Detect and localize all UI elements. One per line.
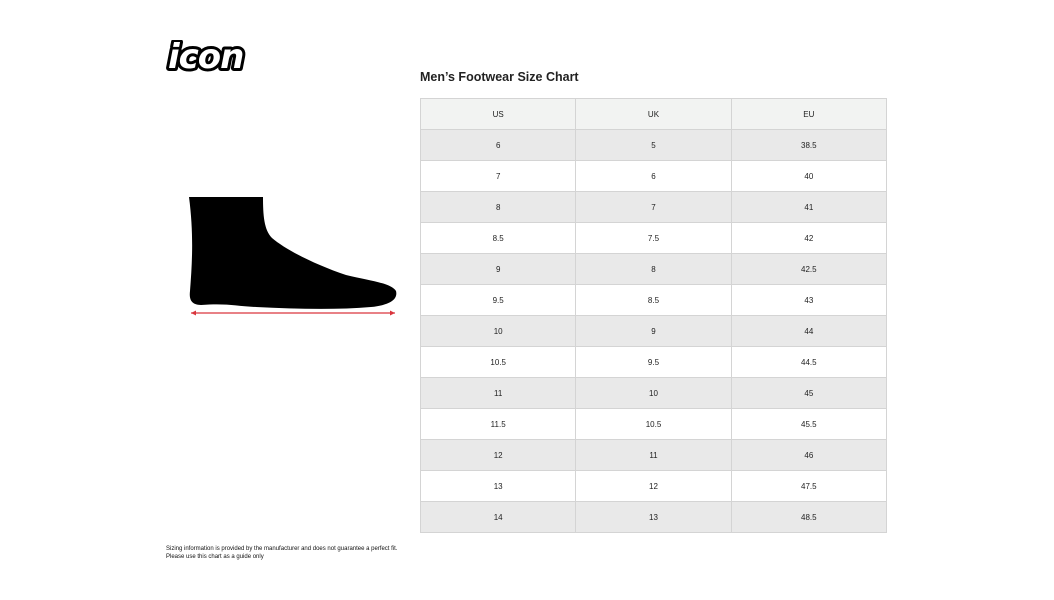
table-header-row: US UK EU [419,98,888,130]
cell-eu: 38.5 [730,129,888,161]
table-row: 11.5 10.5 45.5 [419,408,888,440]
cell-us: 9 [419,253,577,285]
cell-uk: 11 [575,439,732,471]
header-us: US [419,98,577,130]
svg-text:icon: icon [168,40,243,74]
cell-uk: 13 [575,501,732,533]
icon-logo: icon [166,40,247,74]
cell-uk: 9 [575,315,732,347]
cell-us: 8.5 [419,222,577,254]
foot-silhouette [189,197,397,309]
cell-us: 7 [419,160,577,192]
header-eu: EU [730,98,888,130]
cell-us: 14 [419,501,577,533]
cell-eu: 46 [730,439,888,471]
cell-eu: 44.5 [730,346,888,378]
table-row: 9.5 8.5 43 [419,284,888,316]
cell-uk: 7.5 [575,222,732,254]
cell-us: 11 [419,377,577,409]
cell-uk: 12 [575,470,732,502]
table-row: 8 7 41 [419,191,888,223]
cell-uk: 6 [575,160,732,192]
table-row: 9 8 42.5 [419,253,888,285]
cell-us: 8 [419,191,577,223]
cell-uk: 10 [575,377,732,409]
table-row: 7 6 40 [419,160,888,192]
cell-eu: 42.5 [730,253,888,285]
disclaimer-line-2: Please use this chart as a guide only [166,554,264,560]
cell-uk: 10.5 [575,408,732,440]
cell-eu: 45 [730,377,888,409]
cell-eu: 44 [730,315,888,347]
cell-eu: 42 [730,222,888,254]
cell-uk: 9.5 [575,346,732,378]
cell-us: 13 [419,470,577,502]
foot-measurement-illustration [189,197,397,316]
cell-us: 10.5 [419,346,577,378]
header-uk: UK [575,98,732,130]
cell-eu: 48.5 [730,501,888,533]
cell-us: 6 [419,129,577,161]
table-row: 6 5 38.5 [419,129,888,161]
table-row: 8.5 7.5 42 [419,222,888,254]
cell-eu: 43 [730,284,888,316]
disclaimer-line-1: Sizing information is provided by the ma… [166,546,398,552]
cell-uk: 7 [575,191,732,223]
cell-eu: 45.5 [730,408,888,440]
table-row: 10 9 44 [419,315,888,347]
cell-us: 9.5 [419,284,577,316]
cell-eu: 41 [730,191,888,223]
cell-uk: 5 [575,129,732,161]
page-title: Men’s Footwear Size Chart [420,70,579,84]
table-row: 14 13 48.5 [419,501,888,533]
table-row: 10.5 9.5 44.5 [419,346,888,378]
cell-eu: 40 [730,160,888,192]
cell-uk: 8.5 [575,284,732,316]
size-chart-table: US UK EU 6 5 38.5 7 6 40 8 7 41 8.5 7.5 42 9 8 42.5 9.5… [419,98,888,533]
table-row: 12 11 46 [419,439,888,471]
table-row: 13 12 47.5 [419,470,888,502]
sizing-disclaimer: Sizing information is provided by the ma… [166,545,397,561]
cell-us: 11.5 [419,408,577,440]
cell-us: 10 [419,315,577,347]
cell-us: 12 [419,439,577,471]
cell-eu: 47.5 [730,470,888,502]
cell-uk: 8 [575,253,732,285]
table-row: 11 10 45 [419,377,888,409]
